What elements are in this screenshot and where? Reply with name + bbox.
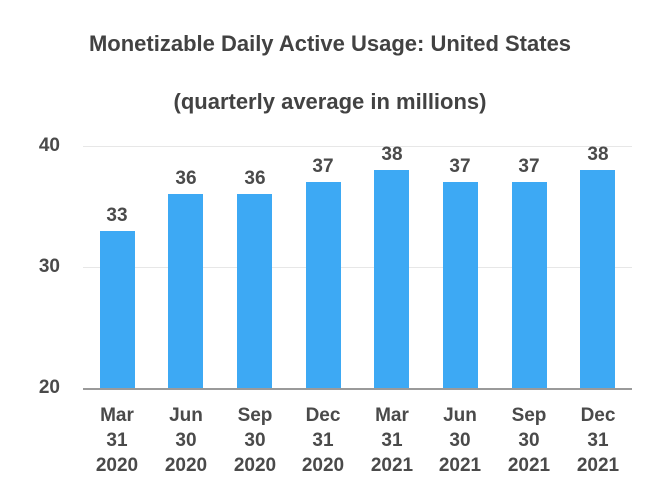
- bar-value-label: 33: [106, 205, 128, 226]
- x-tick-label: Sep 30 2021: [507, 405, 551, 476]
- bar-value-label: 36: [244, 168, 266, 189]
- y-tick-label: 20: [38, 377, 60, 398]
- x-tick-label: Mar 31 2020: [95, 405, 139, 476]
- bar-jun-30-2021: [443, 182, 478, 388]
- y-tick-label: 30: [38, 256, 60, 277]
- bar-value-label: 36: [175, 168, 197, 189]
- gridline-40: [83, 146, 632, 147]
- bar-value-label: 38: [381, 144, 403, 165]
- chart-title: Monetizable Daily Active Usage: United S…: [88, 31, 572, 56]
- bar-jun-30-2020: [168, 194, 203, 388]
- bar-value-label: 37: [518, 156, 540, 177]
- bar-value-label: 37: [312, 156, 334, 177]
- x-tick-label: Jun 30 2020: [164, 405, 208, 476]
- bar-value-label: 38: [587, 144, 609, 165]
- x-tick-label: Mar 31 2021: [370, 405, 414, 476]
- chart-subtitle: (quarterly average in millions): [173, 89, 487, 114]
- gridline-30: [83, 267, 632, 268]
- bar-dec-31-2021: [580, 170, 615, 388]
- bar-mar-31-2021: [374, 170, 409, 388]
- bar-mar-31-2020: [100, 231, 135, 388]
- bar-dec-31-2020: [306, 182, 341, 388]
- x-tick-label: Sep 30 2020: [233, 405, 277, 476]
- bar-sep-30-2020: [237, 194, 272, 388]
- bar-sep-30-2021: [512, 182, 547, 388]
- x-axis-line: [83, 388, 632, 390]
- x-tick-label: Dec 31 2021: [576, 405, 620, 476]
- x-tick-label: Dec 31 2020: [301, 405, 345, 476]
- bar-value-label: 37: [449, 156, 471, 177]
- y-tick-label: 40: [38, 135, 60, 156]
- x-tick-label: Jun 30 2021: [438, 405, 482, 476]
